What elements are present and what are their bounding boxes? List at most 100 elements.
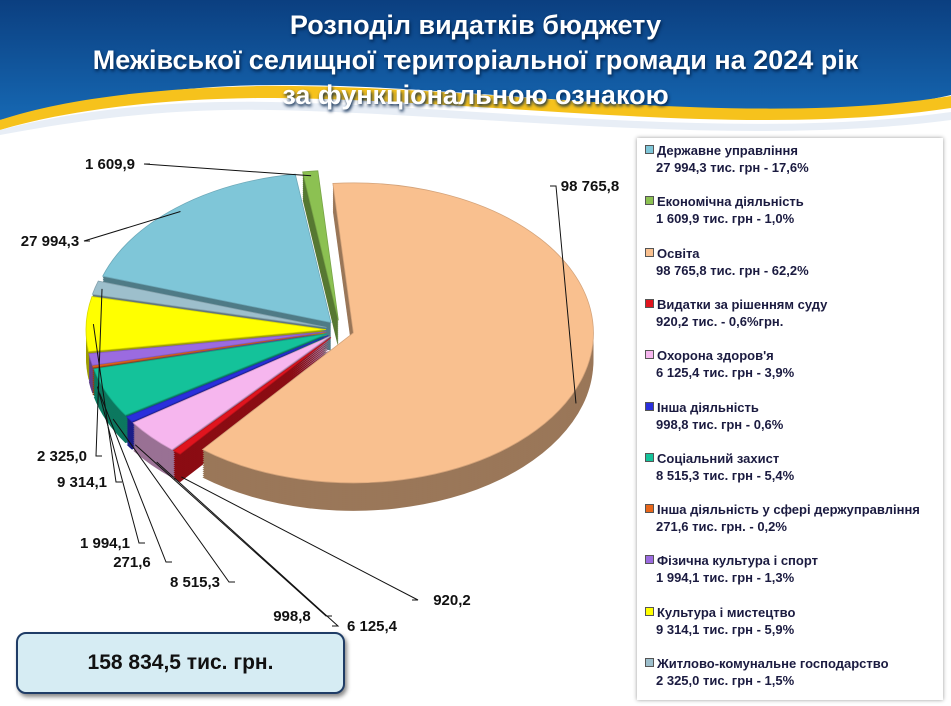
- slice-side: [302, 178, 339, 329]
- title-line: за функціональною ознакою: [282, 80, 669, 110]
- legend-name: Соціальний захист: [657, 450, 780, 466]
- slice-label: 98 765,8: [561, 178, 619, 195]
- leader-line: [112, 418, 235, 583]
- legend-swatch: [645, 247, 654, 257]
- legend-item: Культура і мистецтво 9 314,1 тис. грн - 5…: [645, 604, 941, 638]
- legend-swatch: [645, 350, 654, 360]
- legend-swatch: [645, 401, 654, 411]
- legend-swatch: [645, 452, 654, 462]
- slice-label: 271,6: [113, 554, 151, 571]
- slice-side: [302, 180, 339, 331]
- slice: [125, 335, 329, 423]
- leader-line: [95, 288, 103, 457]
- legend-name: Житлово-комунальне господарство: [657, 656, 889, 671]
- legend-detail: 1 994,1 тис. грн - 1,3%: [656, 570, 795, 586]
- legend-name: Охорона здоров'я: [657, 348, 774, 364]
- leader-line: [99, 393, 172, 563]
- slice: [85, 296, 327, 352]
- leader-line: [92, 324, 122, 483]
- leader-line: [134, 444, 332, 617]
- leader-line: [143, 163, 312, 177]
- slice: [93, 333, 328, 416]
- legend-item: Економічна діяльність 1 609,9 тис. грн - …: [645, 193, 941, 227]
- slice: [302, 170, 339, 321]
- slice: [102, 173, 332, 324]
- leader-line: [181, 476, 419, 601]
- pie-chart: 27 994,3 1 609,9 98 765,8 920,2 6 125,4 998,8…: [21, 156, 619, 635]
- legend-name: Фізична культура і спорт: [657, 553, 818, 569]
- slice-side: [302, 182, 339, 333]
- slice-label: 1 609,9: [85, 156, 135, 173]
- slice: [88, 331, 327, 366]
- slice-label: 9 314,1: [57, 474, 107, 491]
- legend-name: Видатки за рішенням суду: [657, 296, 828, 312]
- slice-label: 27 994,3: [21, 233, 79, 250]
- legend-detail: 6 125,4 тис. грн - 3,9%: [656, 365, 795, 381]
- legend-swatch: [645, 555, 654, 565]
- slice-label: 920,2: [433, 592, 471, 609]
- legend-swatch: [645, 196, 654, 206]
- slice-side: [302, 186, 339, 337]
- slice-side: [302, 192, 339, 343]
- header-band: [0, 0, 951, 135]
- legend-detail: 27 994,3 тис. грн - 17,6%: [656, 160, 809, 175]
- legend-item: Фізична культура і спорт 1 994,1 тис. грн…: [645, 552, 941, 586]
- legend-name: Інша діяльність: [657, 399, 759, 415]
- legend-swatch: [645, 606, 654, 616]
- legend: Державне управління 27 994,3 тис. грн - 1…: [637, 138, 943, 700]
- legend-item: Освіта 98 765,8 тис. грн - 62,2%: [645, 245, 941, 279]
- legend-item: Державне управління 27 994,3 тис. грн - 1…: [645, 142, 941, 176]
- leader-line: [96, 386, 145, 544]
- legend-item: Інша діяльність у сфері держуправління 27…: [645, 501, 941, 535]
- legend-item: Житлово-комунальне господарство 2 325,0 т…: [645, 655, 941, 689]
- slice-side: [302, 188, 339, 339]
- legend-swatch: [645, 658, 654, 667]
- legend-item: Соціальний захист 8 515,3 тис. грн - 5,4%: [645, 450, 941, 484]
- slice: [132, 336, 330, 451]
- slice-label: 8 515,3: [170, 574, 220, 591]
- slice-label: 1 994,1: [80, 535, 130, 552]
- legend-detail: 998,8 тис. грн - 0,6%: [656, 416, 784, 432]
- slice: [201, 182, 594, 484]
- slice: [172, 337, 332, 455]
- slice: [91, 280, 327, 328]
- legend-detail: 271,6 тис. грн. - 0,2%: [656, 519, 787, 535]
- slice-side: [302, 198, 339, 349]
- legend-detail: 9 314,1 тис. грн - 5,9%: [656, 621, 795, 637]
- legend-detail: 8 515,3 тис. грн - 5,4%: [656, 467, 795, 483]
- leader-line: [550, 185, 577, 404]
- legend-name: Освіта: [657, 245, 700, 261]
- total-box: 158 834,5 тис. грн.: [16, 632, 345, 694]
- legend-detail: 1 609,9 тис. грн - 1,0%: [656, 211, 795, 227]
- leader-line: [156, 461, 340, 627]
- slice-label: 2 325,0: [37, 448, 87, 465]
- title-line: Межівської селищної територіальної грома…: [92, 45, 859, 75]
- leader-line: [83, 211, 181, 242]
- legend-name: Інша діяльність у сфері держуправління: [657, 502, 920, 518]
- legend-swatch: [645, 145, 654, 154]
- legend-item: Інша діяльність 998,8 тис. грн - 0,6%: [645, 399, 941, 433]
- legend-item: Охорона здоров'я 6 125,4 тис. грн - 3,9%: [645, 347, 941, 381]
- legend-item: Видатки за рішенням суду 920,2 тис. - 0,6…: [645, 296, 941, 330]
- slice: [91, 331, 327, 368]
- legend-detail: 920,2 тис. - 0,6%грн.: [656, 313, 784, 329]
- legend-swatch: [645, 504, 654, 514]
- slice-label: 998,8: [273, 608, 311, 625]
- slice-label: 6 125,4: [347, 618, 398, 635]
- slice-side: [302, 194, 339, 345]
- legend-swatch: [645, 298, 654, 308]
- chart-title: Розподіл видатків бюджету Межівської сел…: [0, 8, 951, 113]
- slice-side: [302, 176, 339, 327]
- legend-detail: 98 765,8 тис. грн - 62,2%: [656, 262, 809, 278]
- slice-side: [302, 196, 339, 347]
- legend-name: Культура і мистецтво: [657, 604, 796, 620]
- legend-name: Економічна діяльність: [657, 194, 804, 210]
- legend-detail: 2 325,0 тис. грн - 1,5%: [656, 673, 795, 688]
- slice-side: [302, 184, 339, 335]
- slice-side: [302, 174, 339, 325]
- slice-side: [302, 190, 339, 341]
- pie-group: [85, 170, 594, 511]
- title-line: Розподіл видатків бюджету: [289, 10, 662, 40]
- legend-name: Державне управління: [657, 143, 798, 158]
